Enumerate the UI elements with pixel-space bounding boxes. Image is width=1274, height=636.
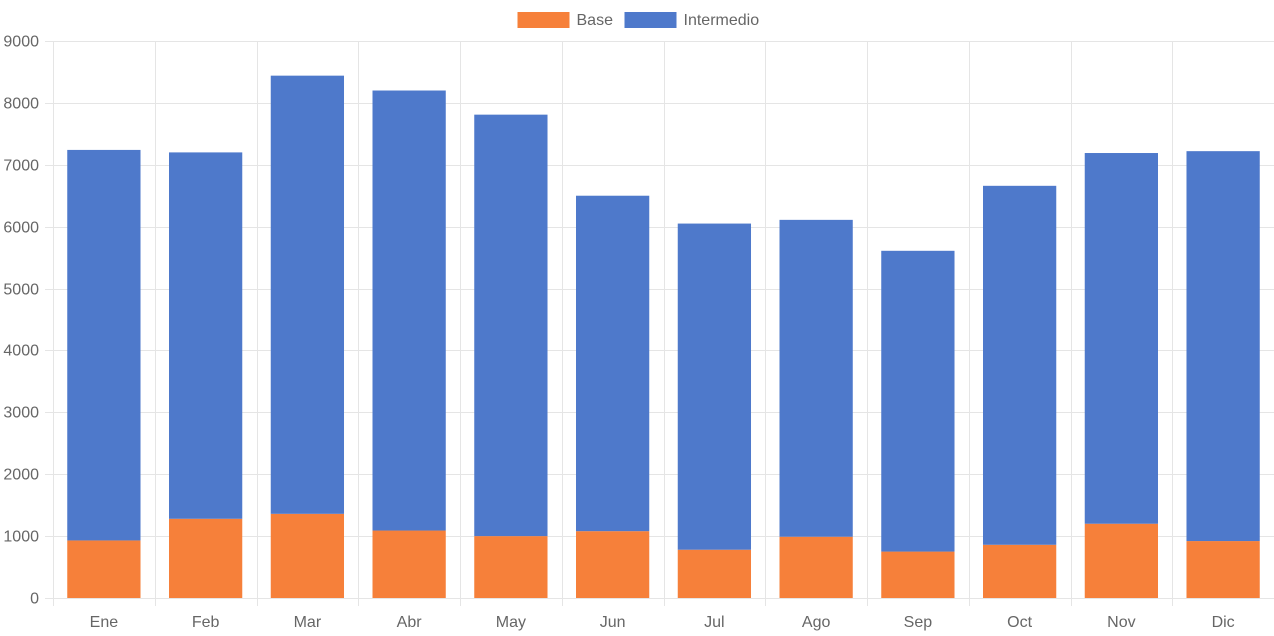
bar-base-feb[interactable] bbox=[169, 518, 243, 598]
bar-base-jun[interactable] bbox=[576, 531, 650, 598]
x-tick-label: Sep bbox=[904, 614, 933, 631]
bar-intermedio-jul[interactable] bbox=[677, 223, 752, 550]
x-tick-label: Dic bbox=[1212, 614, 1235, 631]
bar-intermedio-mar[interactable] bbox=[270, 75, 345, 514]
chart-legend[interactable]: Base Intermedio bbox=[517, 12, 760, 29]
y-tick-label: 8000 bbox=[3, 96, 39, 113]
y-tick-label: 3000 bbox=[3, 405, 39, 422]
x-tick-label: Ene bbox=[90, 614, 119, 631]
bar-base-ene[interactable] bbox=[67, 540, 141, 598]
x-tick-label: Mar bbox=[294, 614, 322, 631]
y-tick-label: 0 bbox=[30, 591, 39, 608]
bar-intermedio-ago[interactable] bbox=[779, 219, 853, 537]
bar-base-mar[interactable] bbox=[270, 513, 345, 598]
bar-base-nov[interactable] bbox=[1084, 523, 1158, 598]
bar-intermedio-nov[interactable] bbox=[1084, 153, 1158, 524]
legend-label: Intermedio bbox=[684, 12, 760, 29]
bar-base-abr[interactable] bbox=[372, 530, 446, 598]
bar-base-dic[interactable] bbox=[1186, 541, 1260, 598]
x-tick-label: Jun bbox=[600, 614, 626, 631]
legend-label: Base bbox=[577, 12, 614, 29]
bar-intermedio-ene[interactable] bbox=[67, 149, 141, 541]
x-tick-label: Nov bbox=[1107, 614, 1135, 631]
bar-base-jul[interactable] bbox=[677, 549, 752, 598]
x-tick-label: Feb bbox=[192, 614, 220, 631]
y-tick-label: 2000 bbox=[3, 467, 39, 484]
chart-axes: 0 1000 2000 3000 4000 5000 6000 7000 8000 9000 Ene… bbox=[3, 34, 1234, 632]
legend-item-intermedio[interactable]: Intermedio bbox=[624, 12, 760, 29]
bar-base-ago[interactable] bbox=[779, 536, 853, 598]
x-tick-label: Oct bbox=[1007, 614, 1032, 631]
bar-intermedio-abr[interactable] bbox=[372, 90, 446, 531]
x-tick-label: Ago bbox=[802, 614, 831, 631]
bar-intermedio-jun[interactable] bbox=[576, 195, 650, 532]
chart-bars bbox=[67, 75, 1260, 598]
legend-swatch bbox=[624, 12, 677, 28]
chart-grid bbox=[45, 41, 1274, 606]
bar-base-oct[interactable] bbox=[983, 544, 1057, 598]
y-tick-label: 6000 bbox=[3, 220, 39, 237]
y-tick-label: 1000 bbox=[3, 529, 39, 546]
bar-intermedio-feb[interactable] bbox=[169, 152, 243, 519]
y-tick-label: 7000 bbox=[3, 158, 39, 175]
y-tick-label: 9000 bbox=[3, 34, 39, 51]
legend-swatch bbox=[517, 12, 570, 28]
x-tick-label: Abr bbox=[397, 614, 423, 631]
bar-base-sep[interactable] bbox=[881, 551, 955, 598]
x-tick-label: May bbox=[496, 614, 526, 631]
bar-intermedio-dic[interactable] bbox=[1186, 151, 1260, 542]
x-tick-label: Jul bbox=[704, 614, 724, 631]
bar-intermedio-oct[interactable] bbox=[983, 185, 1057, 545]
bar-intermedio-may[interactable] bbox=[474, 114, 548, 537]
y-tick-label: 4000 bbox=[3, 343, 39, 360]
legend-item-base[interactable]: Base bbox=[517, 12, 614, 29]
bar-intermedio-sep[interactable] bbox=[881, 250, 955, 552]
bar-base-may[interactable] bbox=[474, 536, 548, 598]
y-tick-label: 5000 bbox=[3, 282, 39, 299]
